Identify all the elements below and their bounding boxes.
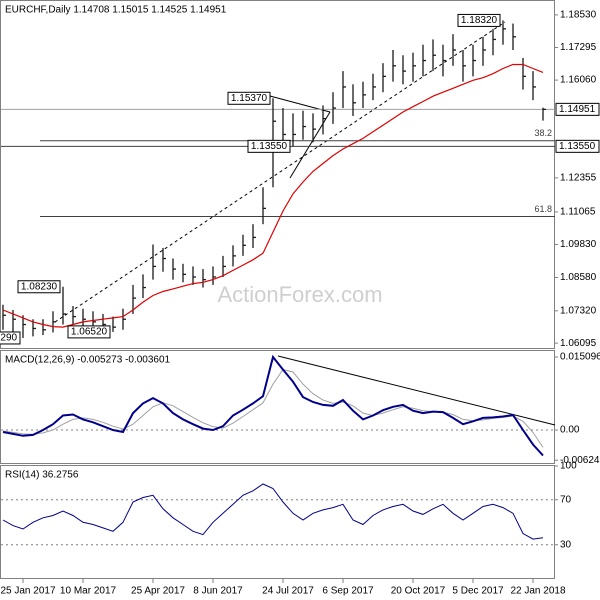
annotation-label: 1.18320: [461, 15, 498, 26]
level-box: [555, 139, 600, 153]
y-tick-label: 0.00: [560, 425, 580, 436]
y-tick-label: 1.07320: [560, 305, 597, 316]
annotation-label: 1.06520: [71, 327, 108, 338]
annotation-box: [247, 139, 291, 153]
x-tick-label: 24 Jul 2017: [262, 586, 314, 597]
annotation-label: 1.06290: [0, 333, 18, 344]
y-tick-label: 1.11065: [560, 207, 596, 218]
y-tick-label: 0.015096: [560, 352, 600, 363]
y-tick-label: 1.16060: [560, 75, 597, 86]
y-tick-label: 1.17295: [560, 42, 597, 53]
macd-title: MACD(12,26,9) -0.005273 -0.003601: [5, 355, 171, 366]
y-tick-label: -0.006243: [560, 455, 600, 466]
y-tick-label: 70: [560, 494, 572, 505]
x-tick-label: 20 Oct 2017: [391, 586, 446, 597]
annotation-box: [227, 91, 271, 105]
rsi-panel: [0, 465, 555, 579]
macd-trend-line: [277, 355, 556, 426]
x-tick-label: 6 Sep 2017: [322, 586, 374, 597]
moving-average: [2, 63, 544, 328]
y-tick-label: 1.12355: [560, 173, 597, 184]
y-tick-label: 100: [560, 461, 577, 472]
macd-panel: [0, 350, 555, 464]
indicator-line: [2, 369, 544, 448]
annotation-box: [17, 280, 61, 294]
rsi-title: RSI(14) 36.2756: [5, 470, 79, 481]
annotation-label: 1.15370: [231, 93, 268, 104]
x-tick-label: 8 Jun 2017: [193, 586, 243, 597]
annotation-box: [0, 331, 21, 345]
y-tick-label: 1.09830: [560, 239, 597, 250]
x-tick-label: 5 Dec 2017: [452, 586, 504, 597]
fib-label: 38.2: [534, 128, 552, 138]
watermark: ActionForex.com: [217, 282, 382, 307]
y-tick-label: 1.08580: [560, 272, 597, 283]
y-tick-label: 1.18530: [560, 10, 597, 21]
level-label: 1.14951: [559, 104, 596, 115]
indicator-line: [2, 354, 544, 457]
annotation-box: [457, 13, 501, 27]
indicator-line: [2, 483, 544, 540]
y-tick-label: 30: [560, 539, 572, 550]
trend-line: [54, 21, 506, 323]
annotation-box: [67, 325, 111, 339]
price-panel: [0, 0, 555, 349]
fib-label: 61.8: [534, 204, 552, 214]
x-tick-label: 10 Mar 2017: [60, 586, 117, 597]
x-tick-label: 22 Jan 2018: [510, 586, 565, 597]
price-title: EURCHF,Daily 1.14708 1.15015 1.14525 1.1…: [5, 5, 227, 16]
level-label: 1.13550: [559, 141, 596, 152]
level-box: [555, 102, 600, 116]
annotation-label: 1.13550: [251, 141, 288, 152]
annotation-label: 1.08230: [21, 281, 58, 292]
x-tick-label: 25 Apr 2017: [131, 586, 185, 597]
x-tick-label: 25 Jan 2017: [0, 586, 55, 597]
y-tick-label: 1.06095: [560, 338, 597, 349]
